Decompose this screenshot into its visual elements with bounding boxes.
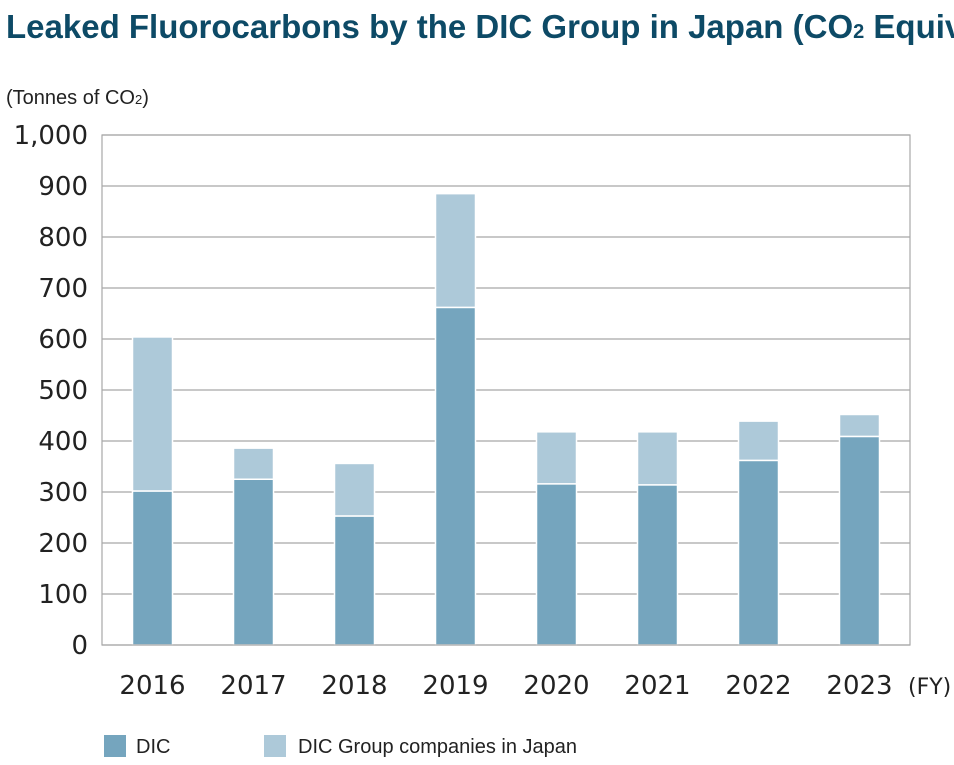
gridlines <box>102 134 910 646</box>
bar-group-companies <box>535 431 578 485</box>
legend: DIC DIC Group companies in Japan <box>104 735 577 758</box>
x-tick-label: 2018 <box>321 671 387 701</box>
bar-dic <box>131 490 174 646</box>
x-tick-label: 2019 <box>422 671 488 701</box>
plot-frame <box>101 134 911 646</box>
y-tick-label: 900 <box>38 172 88 202</box>
x-tick-label: 2020 <box>523 671 589 701</box>
y-tick-label: 100 <box>38 580 88 610</box>
x-axis-ticks: 2016 2017 2018 2019 2020 2021 2022 2023 <box>119 671 892 701</box>
chart-title: Leaked Fluorocarbons by the DIC Group in… <box>6 8 954 45</box>
bar-group-companies <box>636 431 679 486</box>
y-tick-label: 1,000 <box>14 121 88 151</box>
y-tick-label: 500 <box>38 376 88 406</box>
bar-dic <box>333 515 376 646</box>
x-tick-label: 2017 <box>220 671 286 701</box>
y-tick-label: 0 <box>71 631 88 661</box>
bar-group-companies <box>838 413 881 438</box>
legend-label-group-companies: DIC Group companies in Japan <box>298 736 577 758</box>
y-axis-ticks: 0 100 200 300 400 500 600 700 800 900 1,000 <box>14 121 88 661</box>
bar-dic <box>636 484 679 646</box>
y-tick-label: 400 <box>38 427 88 457</box>
y-tick-label: 300 <box>38 478 88 508</box>
y-tick-label: 600 <box>38 325 88 355</box>
x-tick-label: 2016 <box>119 671 185 701</box>
y-tick-label: 800 <box>38 223 88 253</box>
bar-group-companies <box>434 192 477 309</box>
bar-group-companies <box>333 462 376 517</box>
x-tick-label: 2023 <box>826 671 892 701</box>
bar-dic <box>838 435 881 646</box>
bar-dic <box>232 478 275 646</box>
x-tick-label: 2022 <box>725 671 791 701</box>
bar-dic <box>737 459 780 646</box>
y-tick-label: 200 <box>38 529 88 559</box>
x-tick-label: 2021 <box>624 671 690 701</box>
y-tick-label: 700 <box>38 274 88 304</box>
y-axis-label: (Tonnes of CO2) <box>6 87 149 109</box>
bar-dic <box>434 306 477 646</box>
bars <box>131 192 881 646</box>
bar-group-companies <box>131 336 174 492</box>
legend-label-dic: DIC <box>136 736 170 758</box>
x-axis-unit: (FY) <box>908 675 951 700</box>
legend-swatch-dic <box>104 735 126 757</box>
bar-dic <box>535 483 578 646</box>
bar-group-companies <box>232 447 275 481</box>
bar-group-companies <box>737 420 780 462</box>
legend-swatch-group-companies <box>264 735 286 757</box>
